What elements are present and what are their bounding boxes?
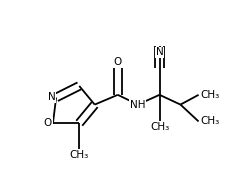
Text: O: O	[44, 118, 52, 128]
Text: N: N	[156, 47, 163, 57]
Text: O: O	[114, 57, 122, 67]
Text: CH₃: CH₃	[200, 117, 219, 127]
Text: CH₃: CH₃	[150, 122, 169, 132]
Text: CH₃: CH₃	[200, 90, 219, 100]
Text: N: N	[48, 93, 55, 103]
Text: NH: NH	[130, 100, 146, 110]
Text: CH₃: CH₃	[70, 150, 89, 160]
